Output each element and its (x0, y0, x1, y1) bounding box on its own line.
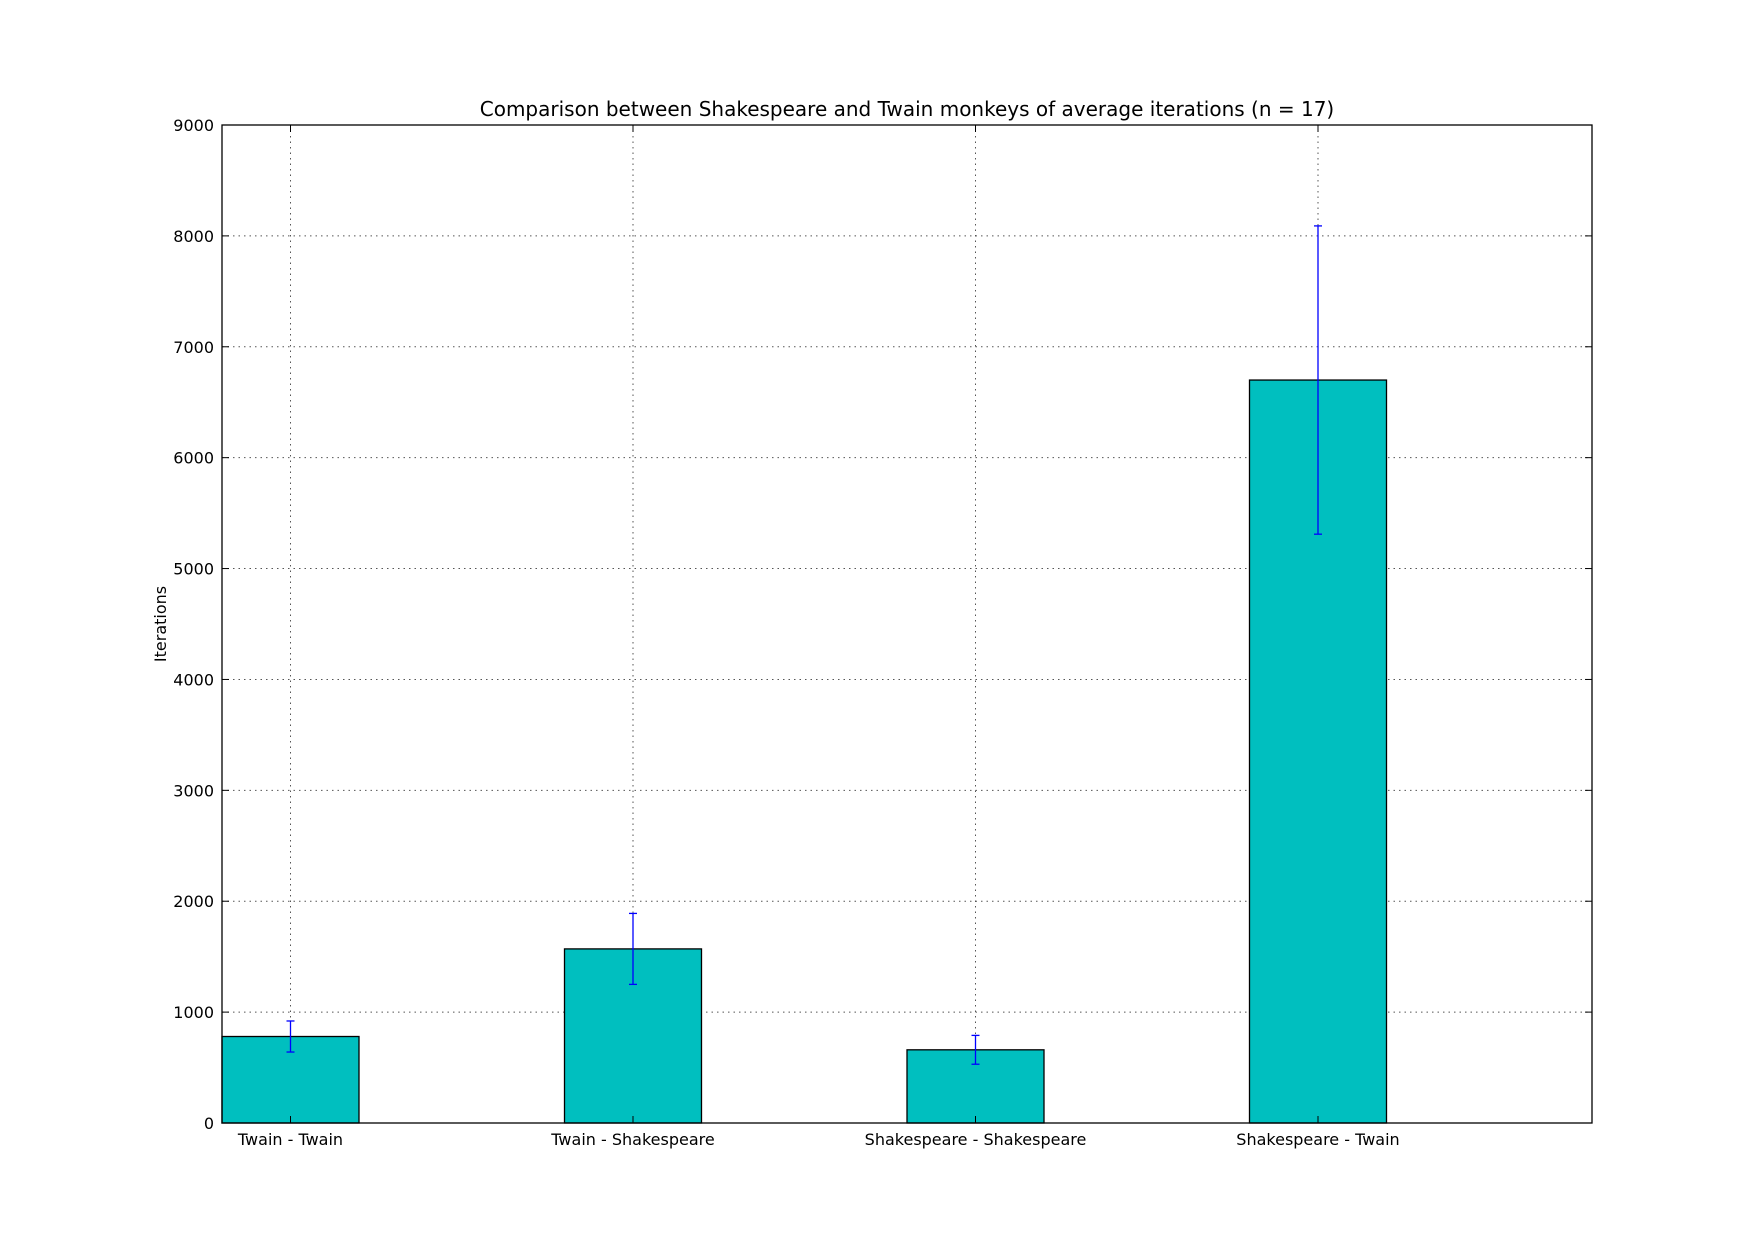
y-tick-label: 6000 (173, 449, 214, 468)
x-tick-label: Shakespeare - Shakespeare (865, 1130, 1087, 1149)
y-tick-label: 7000 (173, 338, 214, 357)
y-axis-label: Iterations (151, 586, 170, 662)
plot-frame (221, 124, 1593, 1124)
x-tick-label: Twain - Twain (237, 1130, 343, 1149)
y-tick-label: 3000 (173, 781, 214, 800)
axis-ticks (222, 124, 1592, 1124)
bars (221, 379, 1388, 1124)
error-bars (286, 225, 1322, 1065)
y-tick-label: 4000 (173, 670, 214, 689)
y-tick-label: 2000 (173, 892, 214, 911)
x-tick-label: Twain - Shakespeare (550, 1130, 714, 1149)
y-tick-labels: 0 1000 2000 3000 4000 5000 6000 7000 8000 9000 (173, 116, 214, 1133)
y-tick-label: 0 (204, 1114, 214, 1133)
y-tick-label: 9000 (173, 116, 214, 135)
y-tick-label: 5000 (173, 560, 214, 579)
x-tick-label: Shakespeare - Twain (1236, 1130, 1399, 1149)
x-tick-labels: Twain - Twain Twain - Shakespeare Shakespe… (237, 1130, 1400, 1149)
y-tick-label: 8000 (173, 227, 214, 246)
y-tick-label: 1000 (173, 1003, 214, 1022)
chart-title: Comparison between Shakespeare and Twain… (480, 97, 1334, 121)
